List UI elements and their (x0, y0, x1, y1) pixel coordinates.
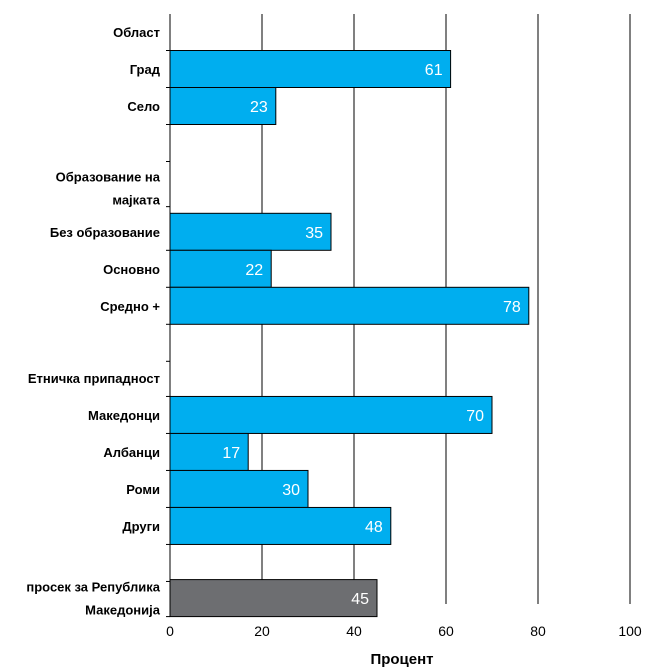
data-label: 23 (250, 99, 268, 116)
category-label: Основно (103, 262, 160, 277)
bars: 61 23 35 22 78 70 17 30 48 45 (169, 50, 530, 618)
data-label: 70 (466, 408, 484, 425)
data-label: 30 (282, 482, 300, 499)
group-header-label: мајката (112, 193, 160, 208)
category-label: просек за Република (26, 580, 160, 595)
x-tick-label: 100 (618, 623, 642, 639)
y-axis (166, 14, 171, 618)
group-header-label: Етничка припадност (28, 371, 160, 386)
group-header-label: Област (113, 25, 160, 40)
x-tick-label: 40 (346, 623, 362, 639)
bar (169, 286, 530, 325)
category-label: Роми (126, 482, 160, 497)
x-axis-label: Процент (370, 651, 433, 668)
category-label: Албанци (103, 445, 160, 460)
category-label: Без образование (50, 225, 160, 240)
bar (169, 506, 392, 545)
category-label: Град (130, 62, 161, 77)
x-tick-labels: 0 20 40 60 80 100 (166, 623, 642, 639)
category-label: Средно + (100, 299, 160, 314)
group-header-label: Образование на (56, 170, 161, 185)
bar (169, 50, 452, 88)
category-label: Село (127, 99, 160, 114)
bar (169, 432, 249, 471)
data-label: 35 (305, 225, 323, 242)
bar (169, 469, 309, 508)
data-label: 17 (222, 445, 240, 462)
x-tick-label: 60 (438, 623, 454, 639)
x-tick-label: 80 (530, 623, 546, 639)
category-label: Македонија (85, 603, 161, 618)
bar (169, 87, 277, 125)
data-label: 61 (425, 62, 443, 79)
data-label: 45 (351, 591, 369, 608)
category-label: Други (122, 519, 160, 534)
data-label: 48 (365, 519, 383, 536)
data-label: 78 (503, 299, 521, 316)
x-tick-label: 20 (254, 623, 270, 639)
x-tick-label: 0 (166, 623, 174, 639)
bar (169, 579, 378, 618)
bar (169, 249, 272, 288)
category-label: Македонци (88, 408, 160, 423)
bar (169, 395, 493, 434)
category-labels: Област Град Село Образование на мајката Без о… (26, 25, 160, 618)
data-label: 22 (245, 262, 263, 279)
